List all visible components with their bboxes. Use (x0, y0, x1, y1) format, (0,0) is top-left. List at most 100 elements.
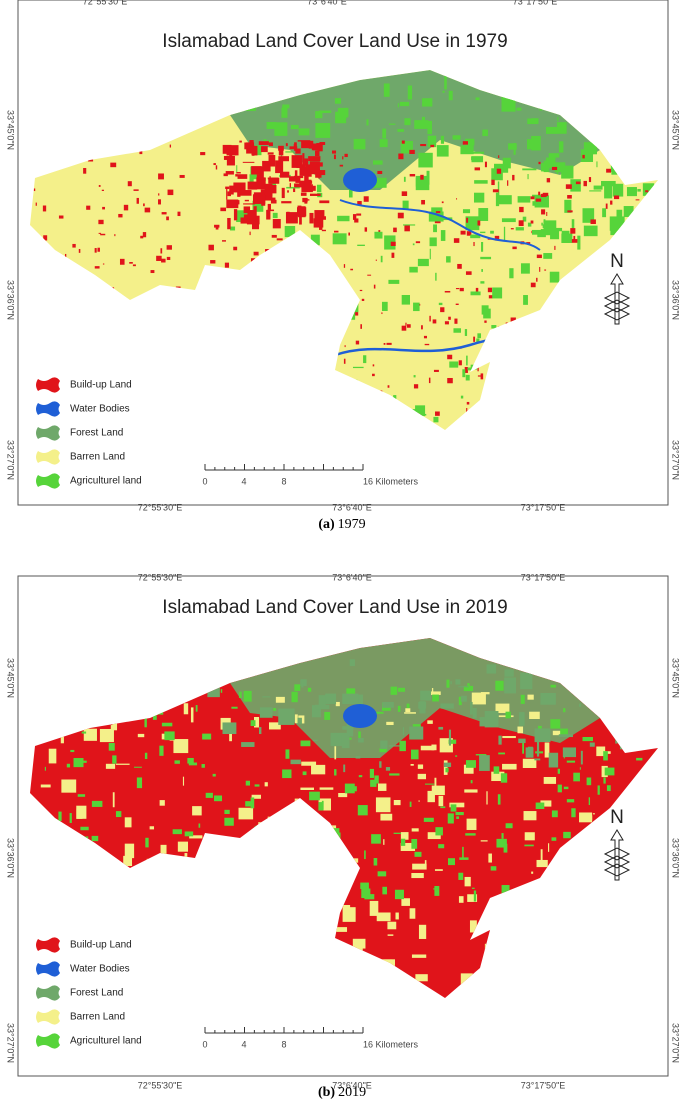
land-patch (427, 790, 435, 803)
land-patch (420, 174, 424, 180)
land-patch (635, 696, 651, 708)
land-patch (356, 992, 367, 994)
land-patch (470, 234, 481, 239)
land-patch (497, 326, 501, 332)
land-patch (531, 317, 534, 319)
land-patch (172, 321, 176, 326)
land-patch (333, 867, 336, 871)
land-patch (459, 857, 469, 860)
land-patch (270, 197, 276, 204)
land-patch (400, 842, 416, 851)
land-patch (566, 799, 575, 803)
land-patch (168, 418, 175, 424)
land-patch (434, 869, 443, 871)
land-patch (643, 989, 648, 996)
land-patch (502, 736, 516, 739)
land-patch (565, 184, 572, 189)
land-patch (136, 197, 139, 204)
land-patch (95, 880, 103, 884)
land-patch (342, 726, 354, 730)
land-patch (54, 163, 60, 167)
land-patch (506, 945, 511, 951)
land-patch (390, 686, 398, 695)
land-patch (319, 865, 322, 872)
land-patch (238, 185, 241, 191)
land-patch (80, 826, 89, 831)
land-patch (276, 398, 282, 403)
land-patch (619, 688, 633, 699)
north-label: N (610, 251, 624, 272)
land-patch (356, 213, 362, 216)
land-patch (563, 786, 569, 790)
land-patch (397, 687, 405, 692)
land-patch (371, 834, 381, 844)
land-patch (382, 701, 394, 708)
land-patch (129, 262, 133, 264)
land-patch (94, 266, 100, 269)
land-patch (462, 141, 468, 145)
land-patch (419, 701, 426, 714)
caption: (a) 1979 (318, 517, 365, 532)
land-patch (140, 235, 144, 239)
land-patch (595, 928, 603, 936)
land-patch (72, 243, 76, 248)
land-patch (226, 145, 239, 156)
land-patch (588, 797, 591, 806)
land-patch (258, 822, 272, 834)
land-patch (645, 119, 658, 121)
land-patch (256, 185, 265, 187)
land-patch (571, 808, 576, 818)
land-patch (434, 221, 441, 224)
land-patch (541, 209, 546, 215)
land-patch (354, 379, 358, 383)
land-patch (488, 295, 493, 299)
land-patch (523, 811, 537, 821)
land-patch (387, 385, 390, 388)
land-patch (123, 325, 126, 330)
land-patch (282, 769, 292, 779)
land-patch (394, 889, 404, 900)
land-patch (473, 241, 475, 247)
land-patch (321, 229, 326, 232)
land-patch (593, 185, 603, 190)
land-patch (486, 664, 497, 674)
land-patch (265, 86, 267, 97)
land-patch (320, 331, 324, 338)
land-patch (518, 220, 524, 227)
land-patch (625, 353, 630, 358)
land-patch (286, 186, 300, 189)
land-patch (351, 389, 359, 396)
land-patch (591, 398, 594, 402)
land-patch (449, 361, 459, 368)
land-patch (571, 219, 575, 232)
land-patch (413, 375, 416, 378)
land-patch (496, 838, 507, 848)
land-patch (89, 873, 98, 884)
legend-label: Agriculturel land (70, 1036, 142, 1047)
land-patch (602, 208, 607, 218)
land-patch (300, 679, 307, 686)
land-patch (165, 691, 179, 704)
land-patch (548, 752, 559, 768)
land-patch (471, 887, 475, 889)
land-patch (502, 157, 511, 169)
legend-swatch (36, 937, 60, 953)
land-patch (424, 343, 430, 346)
land-patch (423, 817, 434, 822)
land-patch (45, 151, 50, 157)
land-patch (344, 783, 355, 794)
land-patch (124, 338, 129, 343)
land-patch (484, 711, 499, 728)
land-patch (401, 294, 410, 305)
land-patch (567, 195, 572, 199)
land-patch (539, 96, 543, 111)
land-patch (152, 711, 157, 720)
land-patch (144, 752, 148, 759)
land-patch (94, 349, 101, 353)
land-patch (96, 285, 98, 291)
land-patch (158, 199, 161, 205)
land-patch (494, 163, 509, 173)
land-patch (60, 825, 69, 831)
coord-label: 73°17'50"E (521, 502, 566, 512)
land-patch (520, 694, 525, 704)
